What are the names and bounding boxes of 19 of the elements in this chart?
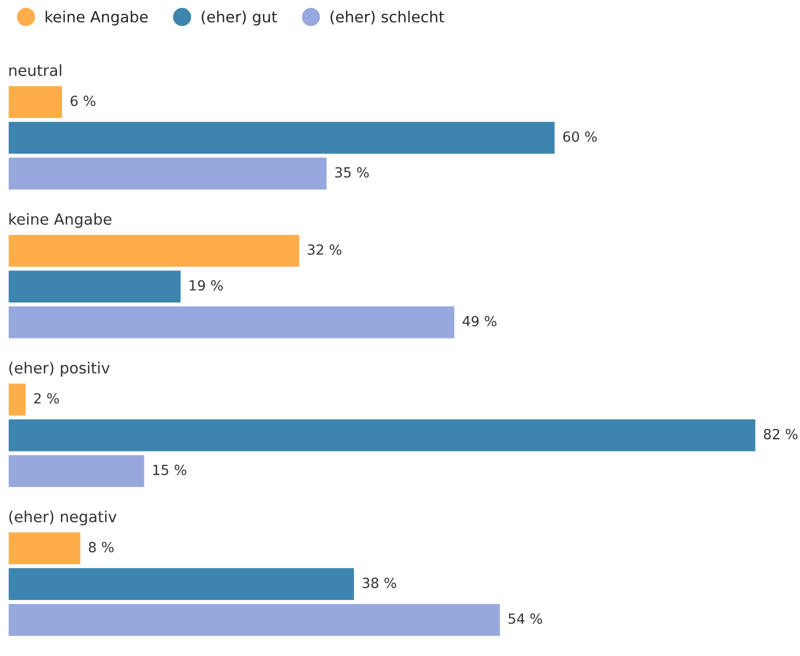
data-label: 6 %	[70, 96, 96, 106]
data-label: 38 %	[362, 578, 396, 588]
data-label: 54 %	[508, 613, 542, 624]
data-label: 8 %	[88, 542, 114, 552]
y-tick-label: (eher) positiv	[9, 362, 110, 377]
data-label: 2 %	[34, 393, 59, 404]
data-label: 49 %	[462, 316, 496, 326]
data-label: 32 %	[308, 244, 342, 255]
legend-label: (eher) schlecht	[330, 10, 444, 24]
legend-label: keine Angabe	[46, 10, 148, 26]
data-label: 15 %	[153, 464, 186, 476]
y-tick-label: keine Angabe	[9, 213, 112, 228]
y-tick-label: (eher) negativ	[9, 510, 117, 526]
data-label: 19 %	[190, 280, 223, 291]
data-label: 35 %	[335, 167, 369, 178]
legend-label: (eher) gut	[202, 10, 277, 26]
data-label: 60 %	[563, 131, 597, 142]
y-tick-label: neutral	[9, 64, 62, 76]
data-label: 82 %	[764, 428, 798, 440]
